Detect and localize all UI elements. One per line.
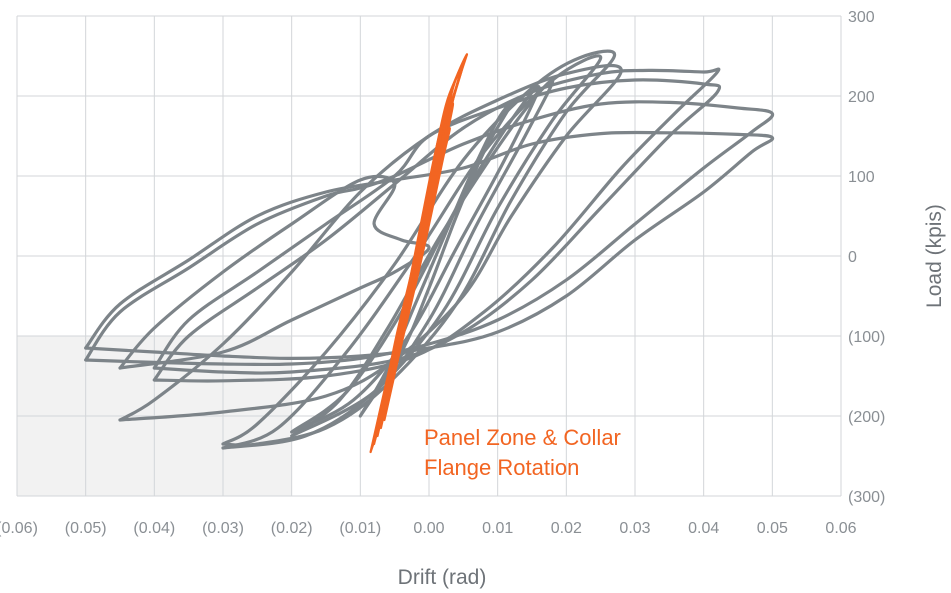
y-tick-label-4: (100) (848, 329, 885, 346)
x-tick-label-0: (0.06) (0, 520, 38, 537)
hysteresis-loop-0 (84, 130, 775, 360)
y-axis-label: Load (kpis) (923, 204, 946, 308)
hysteresis-loop-10 (118, 174, 431, 370)
annotation-line-2: Flange Rotation (424, 455, 579, 480)
x-tick-label-11: 0.05 (757, 520, 788, 537)
panel-zone-annotation: Panel Zone & Collar Flange Rotation (424, 425, 627, 480)
y-tick-label-0: 300 (848, 9, 875, 26)
hysteresis-loop-7 (290, 78, 555, 438)
y-tick-label-1: 200 (848, 89, 875, 106)
y-tick-label-2: 100 (848, 169, 875, 186)
panel-zone-loop-4 (383, 126, 451, 422)
x-tick-label-10: 0.04 (688, 520, 719, 537)
x-tick-label-7: 0.01 (482, 520, 513, 537)
y-tick-label-6: (300) (848, 489, 885, 506)
x-tick-label-1: (0.05) (65, 520, 107, 537)
x-tick-label-3: (0.03) (202, 520, 244, 537)
hysteresis-loop-9 (358, 100, 514, 418)
x-tick-label-8: 0.02 (551, 520, 582, 537)
hysteresis-loop-5 (221, 49, 616, 447)
annotation-line-1: Panel Zone & Collar (424, 425, 621, 450)
x-tick-label-5: (0.01) (339, 520, 381, 537)
x-tick-label-4: (0.02) (271, 520, 313, 537)
y-tick-label-5: (200) (848, 409, 885, 426)
hysteresis-loop-4 (118, 63, 623, 422)
x-axis-label: Drift (rad) (398, 566, 487, 589)
x-tick-label-12: 0.06 (825, 520, 856, 537)
x-tick-label-9: 0.03 (619, 520, 650, 537)
grid-layer (16, 15, 842, 497)
y-tick-label-3: 0 (848, 249, 857, 266)
hysteresis-loop-1 (84, 100, 775, 367)
x-tick-label-2: (0.04) (133, 520, 175, 537)
x-tick-label-6: 0.00 (413, 520, 444, 537)
series-layer (84, 49, 775, 454)
tick-label-layer: (0.06) (0.05) (0.04) (0.03) (0.02) (0.01) 0.00… (0, 9, 885, 537)
